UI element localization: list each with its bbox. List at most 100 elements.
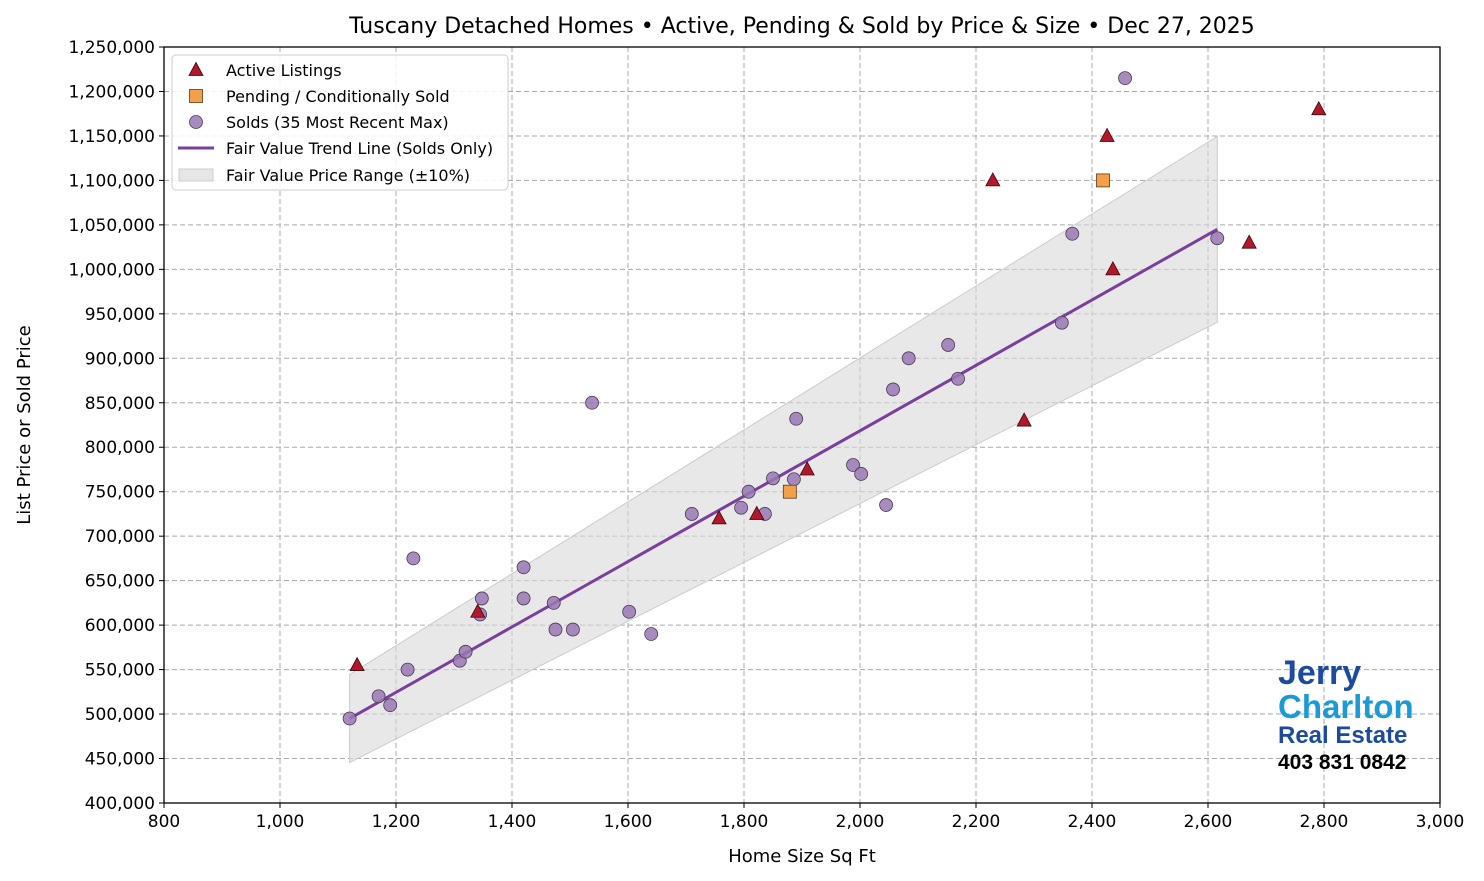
x-tick-label: 800 xyxy=(148,812,180,832)
legend-square-icon xyxy=(189,89,203,103)
sold-point xyxy=(474,591,489,606)
sold-point xyxy=(546,595,561,610)
y-tick-label: 1,000,000 xyxy=(68,260,155,280)
y-tick-label: 850,000 xyxy=(85,394,155,414)
y-tick-label: 400,000 xyxy=(85,794,155,814)
x-tick-label: 2,200 xyxy=(952,812,1001,832)
legend-label: Fair Value Trend Line (Solds Only) xyxy=(226,139,493,158)
jerry-charlton-logo: Jerry Charlton Real Estate 403 831 0842 xyxy=(1278,656,1428,773)
sold-point xyxy=(548,622,563,637)
sold-point xyxy=(516,591,531,606)
y-tick-label: 750,000 xyxy=(85,483,155,503)
sold-point xyxy=(786,472,801,487)
x-axis-label: Home Size Sq Ft xyxy=(728,846,876,867)
x-tick-label: 2,400 xyxy=(1068,812,1117,832)
logo-line1: Jerry xyxy=(1278,654,1362,692)
active-point xyxy=(1099,127,1115,142)
trend-line-segment xyxy=(348,228,1219,720)
legend-circle-icon xyxy=(189,115,203,129)
sold-point xyxy=(789,411,804,426)
sold-point xyxy=(400,662,415,677)
sold-point xyxy=(644,627,659,641)
sold-point xyxy=(941,338,956,352)
plot-frame xyxy=(163,46,1441,804)
pending-point xyxy=(1096,173,1110,188)
sold-point xyxy=(622,604,637,619)
sold-point xyxy=(1118,71,1132,86)
sold-point xyxy=(766,471,780,486)
sold-point xyxy=(741,484,756,499)
y-tick-label: 1,100,000 xyxy=(68,171,155,191)
y-tick-label: 900,000 xyxy=(85,349,155,369)
logo-line2: Charlton xyxy=(1278,688,1414,725)
sold-point xyxy=(846,458,860,472)
logo-phone: 403 831 0842 xyxy=(1278,751,1407,774)
sold-point xyxy=(585,395,599,410)
y-axis-label: List Price or Sold Price xyxy=(14,325,35,524)
legend-band-icon xyxy=(178,168,214,182)
x-tick-label: 1,800 xyxy=(720,812,769,832)
y-tick-label: 800,000 xyxy=(85,438,155,458)
y-tick-label: 500,000 xyxy=(85,705,155,725)
sold-point xyxy=(458,644,473,659)
sold-point xyxy=(886,382,900,397)
y-tick-label: 650,000 xyxy=(85,572,155,592)
active-point xyxy=(1016,412,1032,427)
fair-value-band xyxy=(349,135,1218,764)
legend-label: Fair Value Price Range (±10%) xyxy=(226,166,470,185)
legend: Active Listings Pending / Conditionally S… xyxy=(171,54,509,191)
x-axis: 800 1,000 1,200 1,400 1,600 1,800 2,000 2,200 2,… xyxy=(148,803,1465,832)
y-tick-label: 450,000 xyxy=(85,750,155,770)
active-point xyxy=(1241,234,1257,249)
sold-point xyxy=(951,371,965,386)
y-tick-label: 700,000 xyxy=(85,527,155,547)
sold-point xyxy=(854,467,869,481)
sold-point xyxy=(734,500,748,515)
legend-label: Solds (35 Most Recent Max) xyxy=(226,113,449,132)
sold-point xyxy=(566,622,580,637)
y-tick-label: 950,000 xyxy=(85,305,155,325)
price-range-band xyxy=(349,135,1218,764)
active-point xyxy=(985,172,1001,187)
sold-point xyxy=(879,498,893,512)
active-point xyxy=(711,510,727,525)
x-tick-label: 1,600 xyxy=(604,812,653,832)
y-tick-label: 600,000 xyxy=(85,616,155,636)
sold-point xyxy=(1210,231,1225,246)
logo-line3: Real Estate xyxy=(1278,722,1408,749)
sold-point xyxy=(516,560,531,575)
sold-point xyxy=(342,711,357,726)
sold-point xyxy=(901,351,916,366)
y-tick-label: 1,200,000 xyxy=(68,82,155,102)
active-point xyxy=(470,603,486,618)
pending-point xyxy=(782,484,797,499)
sold-point xyxy=(406,551,421,566)
y-axis: 400,000 450,000 500,000 550,000 600,000 650,0… xyxy=(68,38,164,814)
x-tick-label: 1,400 xyxy=(488,812,537,832)
active-point xyxy=(799,461,815,476)
trend-line xyxy=(348,228,1219,720)
y-tick-label: 550,000 xyxy=(85,661,155,681)
active-point xyxy=(349,656,365,672)
sold-point xyxy=(1054,315,1069,330)
x-tick-label: 3,000 xyxy=(1416,812,1465,832)
data-points xyxy=(342,71,1327,726)
y-tick-label: 1,150,000 xyxy=(68,127,155,147)
sold-point xyxy=(383,698,398,713)
y-tick-label: 1,250,000 xyxy=(68,38,155,58)
active-point xyxy=(1311,100,1327,116)
sold-point xyxy=(371,689,386,704)
active-point xyxy=(749,505,765,520)
legend-label: Pending / Conditionally Sold xyxy=(226,87,450,106)
y-tick-label: 1,050,000 xyxy=(68,216,155,236)
x-tick-label: 1,200 xyxy=(372,812,421,832)
x-tick-label: 2,800 xyxy=(1300,812,1349,832)
active-point xyxy=(1105,261,1121,276)
sold-point xyxy=(1065,226,1080,241)
chart-title: Tuscany Detached Homes • Active, Pending… xyxy=(348,14,1255,39)
x-tick-label: 1,000 xyxy=(256,812,305,832)
sold-point xyxy=(684,507,699,521)
legend-box xyxy=(171,54,509,191)
legend-triangle-icon xyxy=(188,61,204,76)
legend-label: Active Listings xyxy=(226,61,342,80)
